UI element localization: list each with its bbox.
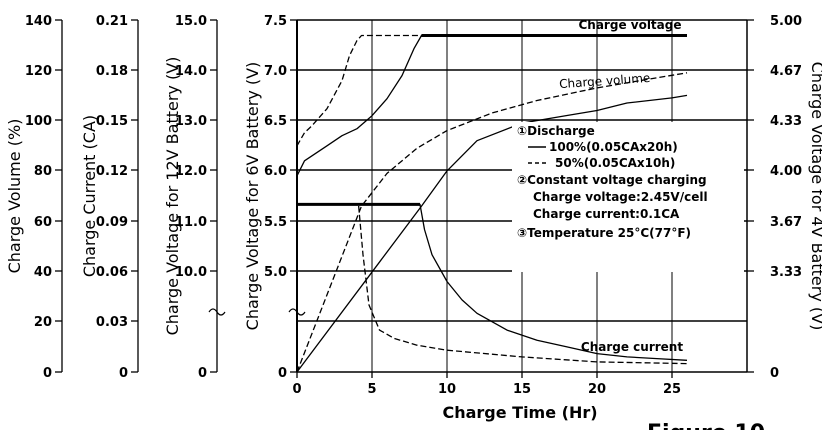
right-tick-label-1: 3.33 xyxy=(770,265,802,280)
curve-label-charge-volume: Charge volume xyxy=(559,71,651,91)
tick-label-axis2-5: 14.0 xyxy=(175,64,207,79)
series-group xyxy=(296,34,688,373)
tick-label-axis3-6: 7.5 xyxy=(264,14,287,29)
x-tick-label-4: 20 xyxy=(588,382,606,397)
series-line-5-dashed xyxy=(297,203,688,365)
series-line-0-solid xyxy=(296,34,687,177)
tick-label-axis0-2: 40 xyxy=(34,265,52,280)
axis-break-1 xyxy=(288,308,306,316)
x-tick-label-2: 10 xyxy=(438,382,456,397)
tick-label-axis0-0: 0 xyxy=(43,366,52,381)
annotation-background xyxy=(512,122,744,272)
series-line-3-dashed xyxy=(296,72,688,373)
axis-break-0 xyxy=(208,308,226,316)
x-tick-label-1: 5 xyxy=(367,382,376,397)
axis-title-3: Charge Voltage for 6V Battery (V) xyxy=(243,62,262,331)
x-tick-label-3: 15 xyxy=(513,382,531,397)
curve-label-charge-current: Charge current xyxy=(581,340,683,354)
tick-label-axis2-2: 11.0 xyxy=(175,215,207,230)
tick-label-axis1-6: 0.18 xyxy=(96,64,128,79)
tick-label-axis2-4: 13.0 xyxy=(175,114,207,129)
tick-label-axis0-6: 120 xyxy=(25,64,52,79)
tick-label-axis1-3: 0.09 xyxy=(96,215,128,230)
annotation-line-4: Charge voltage:2.45V/cell xyxy=(533,190,708,204)
tick-label-axis0-3: 60 xyxy=(34,215,52,230)
tick-label-axis2-3: 12.0 xyxy=(175,164,207,179)
annotation-line-3: ②Constant voltage charging xyxy=(517,173,707,187)
x-tick-label-0: 0 xyxy=(292,382,301,397)
figure-label: Figure 10 xyxy=(647,421,765,430)
tick-label-axis1-4: 0.12 xyxy=(96,164,128,179)
series-line-1-dashed xyxy=(296,34,687,147)
tick-label-axis3-2: 5.5 xyxy=(264,215,287,230)
x-axis-title: Charge Time (Hr) xyxy=(442,403,597,422)
series-line-2-solid xyxy=(296,94,688,373)
tick-label-axis0-4: 80 xyxy=(34,164,52,179)
tick-label-axis3-0: 0 xyxy=(278,366,287,381)
right-tick-label-4: 4.33 xyxy=(770,114,802,129)
axes xyxy=(55,19,754,378)
tick-label-axis0-1: 20 xyxy=(34,315,52,330)
annotation-line-1: 100%(0.05CAx20h) xyxy=(549,140,678,154)
annotation-line-2: 50%(0.05CAx10h) xyxy=(555,156,675,170)
right-tick-label-6: 5.00 xyxy=(770,14,802,29)
x-tick-label-5: 25 xyxy=(663,382,681,397)
tick-label-axis1-1: 0.03 xyxy=(96,315,128,330)
tick-label-axis1-5: 0.15 xyxy=(96,114,128,129)
tick-label-axis1-2: 0.06 xyxy=(96,265,128,280)
tick-label-axis3-4: 6.5 xyxy=(264,114,287,129)
tick-label-axis2-0: 0 xyxy=(198,366,207,381)
annotation-line-6: ③Temperature 25°C(77°F) xyxy=(517,226,691,240)
axis-title-0: Charge Volume (%) xyxy=(5,119,24,274)
right-tick-label-5: 4.67 xyxy=(770,64,802,79)
tick-label-axis2-1: 10.0 xyxy=(175,265,207,280)
tick-label-axis1-7: 0.21 xyxy=(96,14,128,29)
annotation-line-0: ①Discharge xyxy=(517,124,595,138)
tick-label-axis1-0: 0 xyxy=(119,366,128,381)
tick-label-axis3-3: 6.0 xyxy=(264,164,287,179)
tick-label-axis3-5: 7.0 xyxy=(264,64,287,79)
tick-label-axis3-1: 5.0 xyxy=(264,265,287,280)
series-line-4-solid xyxy=(297,203,688,361)
axis-title-2: Charge Voltage for 12V Battery (V) xyxy=(163,57,182,336)
curve-label-charge-voltage: Charge voltage xyxy=(578,18,681,32)
annotation-box: ①Discharge 100%(0.05CAx20h) 50%(0.05CAx10h… xyxy=(512,122,744,272)
annotation-line-5: Charge current:0.1CA xyxy=(533,207,680,221)
right-tick-label-3: 4.00 xyxy=(770,164,802,179)
tick-label-axis0-7: 140 xyxy=(25,14,52,29)
right-axis-title: Charge Voltage for 4V Battery (V) xyxy=(808,62,822,331)
right-tick-label-2: 3.67 xyxy=(770,215,802,230)
tick-label-axis0-5: 100 xyxy=(25,114,52,129)
axis-title-1: Charge Current (CA) xyxy=(80,115,99,277)
tick-label-axis2-6: 15.0 xyxy=(175,14,207,29)
right-tick-label-0: 0 xyxy=(770,366,779,381)
